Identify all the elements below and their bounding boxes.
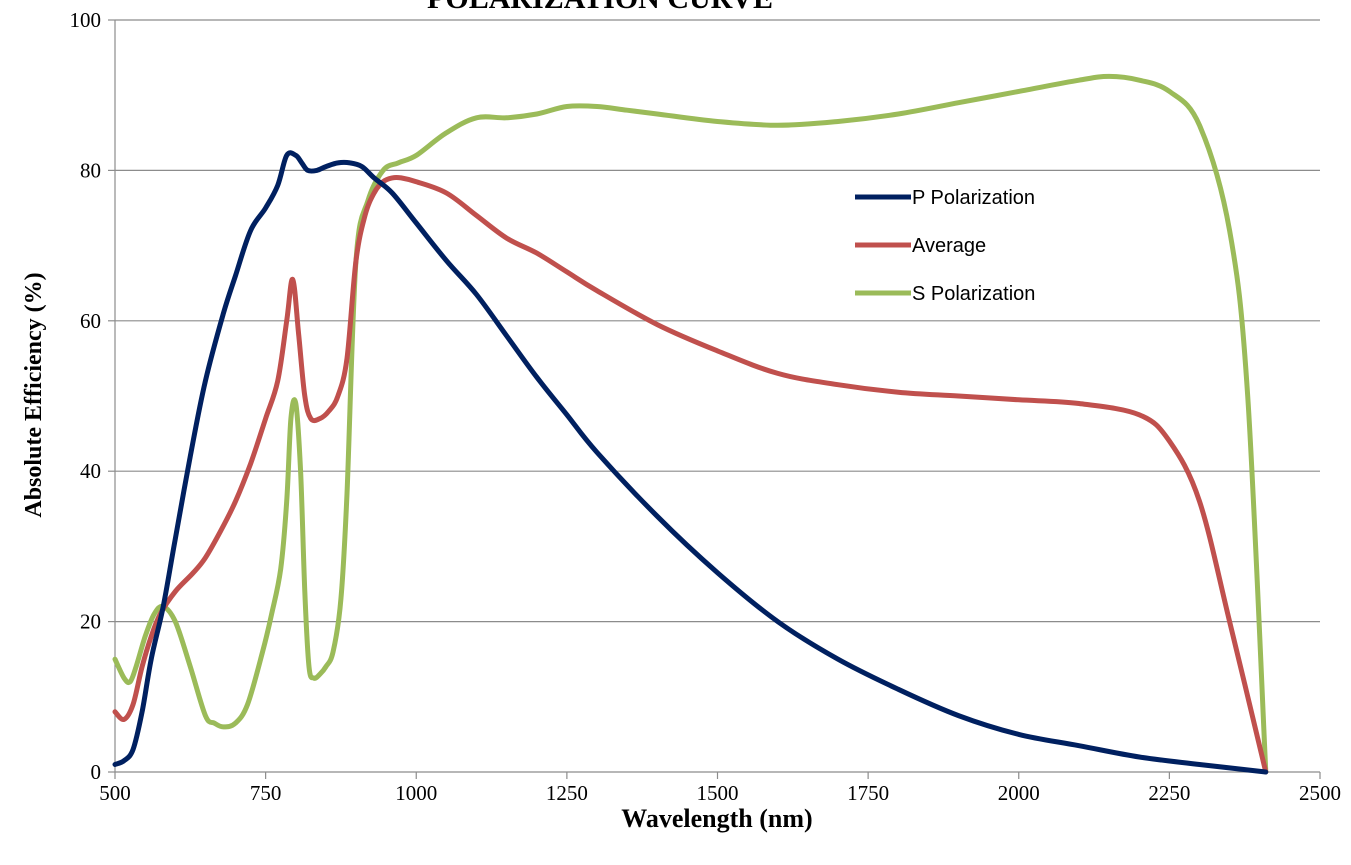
x-tick-label-500: 500 xyxy=(99,781,131,805)
series-layer xyxy=(112,73,1269,775)
x-tick-labels: 500 750 1000 1250 1500 1750 2000 2250 2500 xyxy=(99,781,1341,805)
series-line-s-polarization xyxy=(112,73,1269,775)
x-tick-label-750: 750 xyxy=(250,781,282,805)
series-line-p-polarization xyxy=(112,150,1269,775)
x-tick-label-1500: 1500 xyxy=(697,781,739,805)
y-tick-label-0: 0 xyxy=(91,760,102,784)
y-axis-label: Absolute Efficiency (%) xyxy=(21,272,47,517)
series-line-average xyxy=(112,174,1269,775)
chart-title: POLARIZATION CURVE xyxy=(427,0,773,15)
legend: P Polarization Average S Polarization xyxy=(855,187,1035,305)
y-tick-labels: 0 20 40 60 80 100 xyxy=(70,8,102,784)
x-tick-label-2250: 2250 xyxy=(1148,781,1190,805)
legend-label-p-polarization: P Polarization xyxy=(912,187,1035,209)
legend-label-average: Average xyxy=(912,235,986,257)
plot-area xyxy=(108,19,1321,779)
y-tick-label-100: 100 xyxy=(70,8,102,32)
legend-label-s-polarization: S Polarization xyxy=(912,283,1035,305)
x-tick-label-2500: 2500 xyxy=(1299,781,1341,805)
y-tick-label-20: 20 xyxy=(80,610,101,634)
x-tick-label-1250: 1250 xyxy=(546,781,588,805)
y-tick-label-80: 80 xyxy=(80,158,101,182)
x-tick-label-1000: 1000 xyxy=(395,781,437,805)
y-tick-label-60: 60 xyxy=(80,309,101,333)
x-tick-label-1750: 1750 xyxy=(847,781,889,805)
x-tick-label-2000: 2000 xyxy=(998,781,1040,805)
y-tick-label-40: 40 xyxy=(80,459,101,483)
x-axis-label: Wavelength (nm) xyxy=(621,804,812,833)
